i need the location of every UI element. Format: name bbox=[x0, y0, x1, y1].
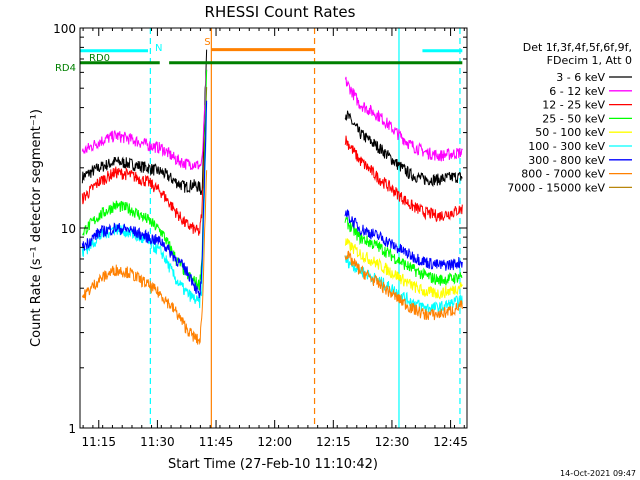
legend-label-6: 300 - 800 keV bbox=[528, 154, 605, 167]
y-axis-label: Count Rate (s⁻¹ detector segment⁻¹) bbox=[29, 109, 44, 347]
legend-label-5: 100 - 300 keV bbox=[528, 140, 605, 153]
series-line-1-1 bbox=[344, 76, 463, 162]
series-layer bbox=[81, 49, 463, 346]
series-line-3-1 bbox=[344, 216, 463, 286]
state-label-rd0: RD0 bbox=[89, 53, 110, 64]
chart-title: RHESSI Count Rates bbox=[205, 3, 356, 21]
y-tick-label-2: 100 bbox=[53, 22, 76, 36]
legend-label-3: 25 - 50 keV bbox=[542, 112, 605, 125]
axis-ticks: 1 10 100 11:15 11:30 11:45 12:00 12:15 12:30 12:4… bbox=[53, 22, 468, 449]
attenuator-state-bars: RD0 RD4 N S bbox=[55, 37, 463, 74]
series-line-6-1 bbox=[344, 209, 463, 271]
x-tick-label-5: 12:30 bbox=[375, 435, 410, 449]
y-tick-label-0: 1 bbox=[68, 422, 76, 436]
footer-timestamp: 14-Oct-2021 09:47 bbox=[560, 469, 636, 478]
series-line-0-0 bbox=[81, 49, 208, 196]
legend-label-1: 6 - 12 keV bbox=[549, 85, 605, 98]
legend-label-4: 50 - 100 keV bbox=[535, 126, 605, 139]
series-line-1-0 bbox=[81, 69, 208, 171]
series-line-7-1 bbox=[344, 250, 463, 321]
legend-header-0: Det 1f,3f,4f,5f,6f,9f, bbox=[523, 41, 632, 54]
x-tick-label-1: 11:30 bbox=[140, 435, 175, 449]
legend-label-7: 800 - 7000 keV bbox=[521, 168, 605, 181]
x-tick-label-3: 12:00 bbox=[257, 435, 292, 449]
x-axis-label: Start Time (27-Feb-10 11:10:42) bbox=[168, 457, 378, 472]
series-line-4-0 bbox=[344, 238, 463, 300]
series-line-0-1 bbox=[344, 110, 463, 188]
state-label-n: N bbox=[155, 43, 162, 54]
series-line-2-1 bbox=[344, 135, 463, 223]
x-tick-label-0: 11:15 bbox=[81, 435, 116, 449]
x-tick-label-6: 12:45 bbox=[433, 435, 468, 449]
legend: Det 1f,3f,4f,5f,6f,9f,FDecim 1, Att 0 3 -… bbox=[507, 41, 632, 194]
state-label-s: S bbox=[204, 37, 210, 48]
legend-label-0: 3 - 6 keV bbox=[556, 71, 605, 84]
series-line-6-0 bbox=[81, 100, 208, 299]
x-tick-label-2: 11:45 bbox=[199, 435, 234, 449]
legend-header-1: FDecim 1, Att 0 bbox=[547, 54, 632, 67]
state-label-rd4: RD4 bbox=[55, 63, 76, 74]
legend-label-2: 12 - 25 keV bbox=[542, 99, 605, 112]
x-tick-label-4: 12:15 bbox=[316, 435, 351, 449]
series-line-2-0 bbox=[81, 87, 208, 236]
legend-label-8: 7000 - 15000 keV bbox=[507, 181, 605, 194]
series-line-7-0 bbox=[81, 170, 208, 346]
y-tick-label-1: 10 bbox=[61, 222, 76, 236]
